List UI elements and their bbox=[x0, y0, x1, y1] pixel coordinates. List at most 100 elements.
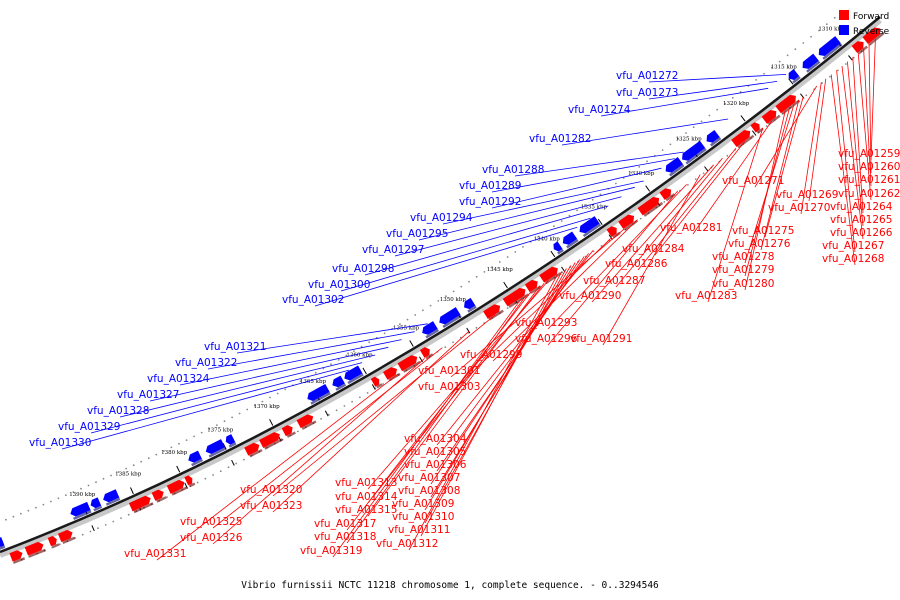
track-dot bbox=[475, 326, 478, 329]
leader-line bbox=[450, 237, 612, 394]
track-dot bbox=[132, 464, 135, 467]
forward-gene bbox=[151, 489, 167, 503]
track-dot bbox=[297, 430, 299, 433]
track-dot bbox=[687, 184, 689, 186]
track-dot bbox=[227, 466, 230, 469]
leader-line bbox=[314, 226, 578, 307]
forward-gene bbox=[370, 376, 383, 389]
track-dot bbox=[208, 428, 211, 430]
track-dot bbox=[212, 474, 215, 476]
track-dot bbox=[97, 527, 99, 530]
forward-gene-label: vfu_A01326 bbox=[180, 532, 243, 544]
track-dot bbox=[163, 450, 165, 452]
leader-line bbox=[212, 347, 443, 529]
forward-gene-label: vfu_A01260 bbox=[838, 161, 900, 173]
track-dot bbox=[345, 354, 348, 357]
track-dot bbox=[112, 520, 115, 523]
forward-gene-label: vfu_A01287 bbox=[583, 275, 645, 287]
track-dot bbox=[452, 290, 455, 293]
track-dot bbox=[216, 424, 218, 426]
track-dot bbox=[475, 275, 478, 278]
leader-line bbox=[870, 38, 876, 161]
leader-line bbox=[212, 358, 425, 545]
tick-mark bbox=[550, 250, 556, 258]
tick-label: 1380 kbp bbox=[161, 450, 188, 456]
track-dot bbox=[483, 271, 486, 273]
leader-line bbox=[547, 190, 679, 346]
track-dot bbox=[414, 314, 417, 316]
track-dot bbox=[560, 220, 563, 222]
track-dot bbox=[739, 91, 742, 93]
legend-label: Forward bbox=[853, 12, 889, 22]
leader-line bbox=[442, 180, 644, 225]
reverse-gene bbox=[103, 489, 121, 506]
leader-line bbox=[830, 74, 856, 266]
track-dot bbox=[829, 75, 831, 78]
track-dot bbox=[700, 120, 703, 123]
track-dot bbox=[429, 304, 432, 307]
leader-line bbox=[156, 373, 399, 561]
track-dot bbox=[35, 506, 37, 509]
track-dot bbox=[802, 42, 805, 44]
leader-line bbox=[857, 52, 872, 201]
track-dot bbox=[335, 409, 338, 412]
leader-line bbox=[841, 65, 864, 240]
tick-mark bbox=[561, 266, 566, 273]
track-dot bbox=[444, 346, 447, 348]
reverse-gene bbox=[344, 365, 364, 385]
tick-label: 1330 kbp bbox=[628, 171, 655, 177]
tick-label: 1390 kbp bbox=[69, 492, 96, 498]
forward-gene-label: vfu_A01270 bbox=[768, 202, 830, 214]
track-dot bbox=[837, 69, 839, 72]
reverse-gene-label: vfu_A01329 bbox=[58, 421, 120, 433]
track-dot bbox=[193, 435, 196, 438]
forward-gene bbox=[128, 495, 154, 514]
forward-gene-label: vfu_A01291 bbox=[570, 333, 632, 345]
track-dot bbox=[102, 477, 105, 480]
track-dot bbox=[514, 251, 517, 253]
track-dot bbox=[57, 497, 60, 500]
track-dot bbox=[630, 171, 633, 174]
track-dot bbox=[406, 318, 409, 321]
leader-line bbox=[754, 85, 818, 188]
track-dot bbox=[320, 417, 322, 420]
track-dot bbox=[833, 16, 836, 19]
tick-mark bbox=[269, 419, 274, 426]
leader-line bbox=[764, 96, 804, 238]
forward-gene bbox=[862, 27, 885, 46]
tick-mark bbox=[466, 327, 471, 334]
track-dot bbox=[422, 309, 424, 312]
forward-gene bbox=[397, 355, 421, 373]
tick-label: 1360 kbp bbox=[346, 353, 373, 359]
forward-gene bbox=[296, 414, 317, 430]
track-dot bbox=[382, 383, 384, 385]
leader-line bbox=[615, 157, 723, 288]
forward-gene-label: vfu_A01318 bbox=[314, 531, 376, 543]
forward-gene-label: vfu_A01314 bbox=[335, 491, 398, 503]
leader-line bbox=[90, 362, 363, 434]
leader-line bbox=[561, 118, 729, 146]
leader-line bbox=[836, 70, 856, 253]
track-dot bbox=[27, 509, 30, 512]
track-dot bbox=[185, 439, 188, 441]
reverse-gene bbox=[422, 321, 440, 339]
track-dot bbox=[235, 462, 238, 465]
reverse-gene bbox=[562, 231, 579, 249]
track-dot bbox=[383, 332, 386, 335]
track-dot bbox=[506, 256, 509, 258]
track-dot bbox=[89, 530, 92, 533]
track-dot bbox=[553, 225, 555, 228]
track-dot bbox=[284, 388, 287, 391]
track-dot bbox=[238, 412, 241, 415]
track-dot bbox=[452, 341, 454, 344]
tick-label: 1385 kbp bbox=[115, 472, 142, 478]
track-dot bbox=[818, 29, 820, 32]
forward-gene bbox=[47, 535, 60, 549]
reverse-gene-label: vfu_A01292 bbox=[459, 196, 521, 208]
forward-gene-label: vfu_A01296 bbox=[515, 333, 578, 345]
track-dot bbox=[491, 266, 493, 268]
track-dot bbox=[351, 400, 353, 403]
leader-line bbox=[847, 61, 864, 227]
track-dot bbox=[80, 487, 82, 490]
gene-features bbox=[0, 27, 885, 564]
